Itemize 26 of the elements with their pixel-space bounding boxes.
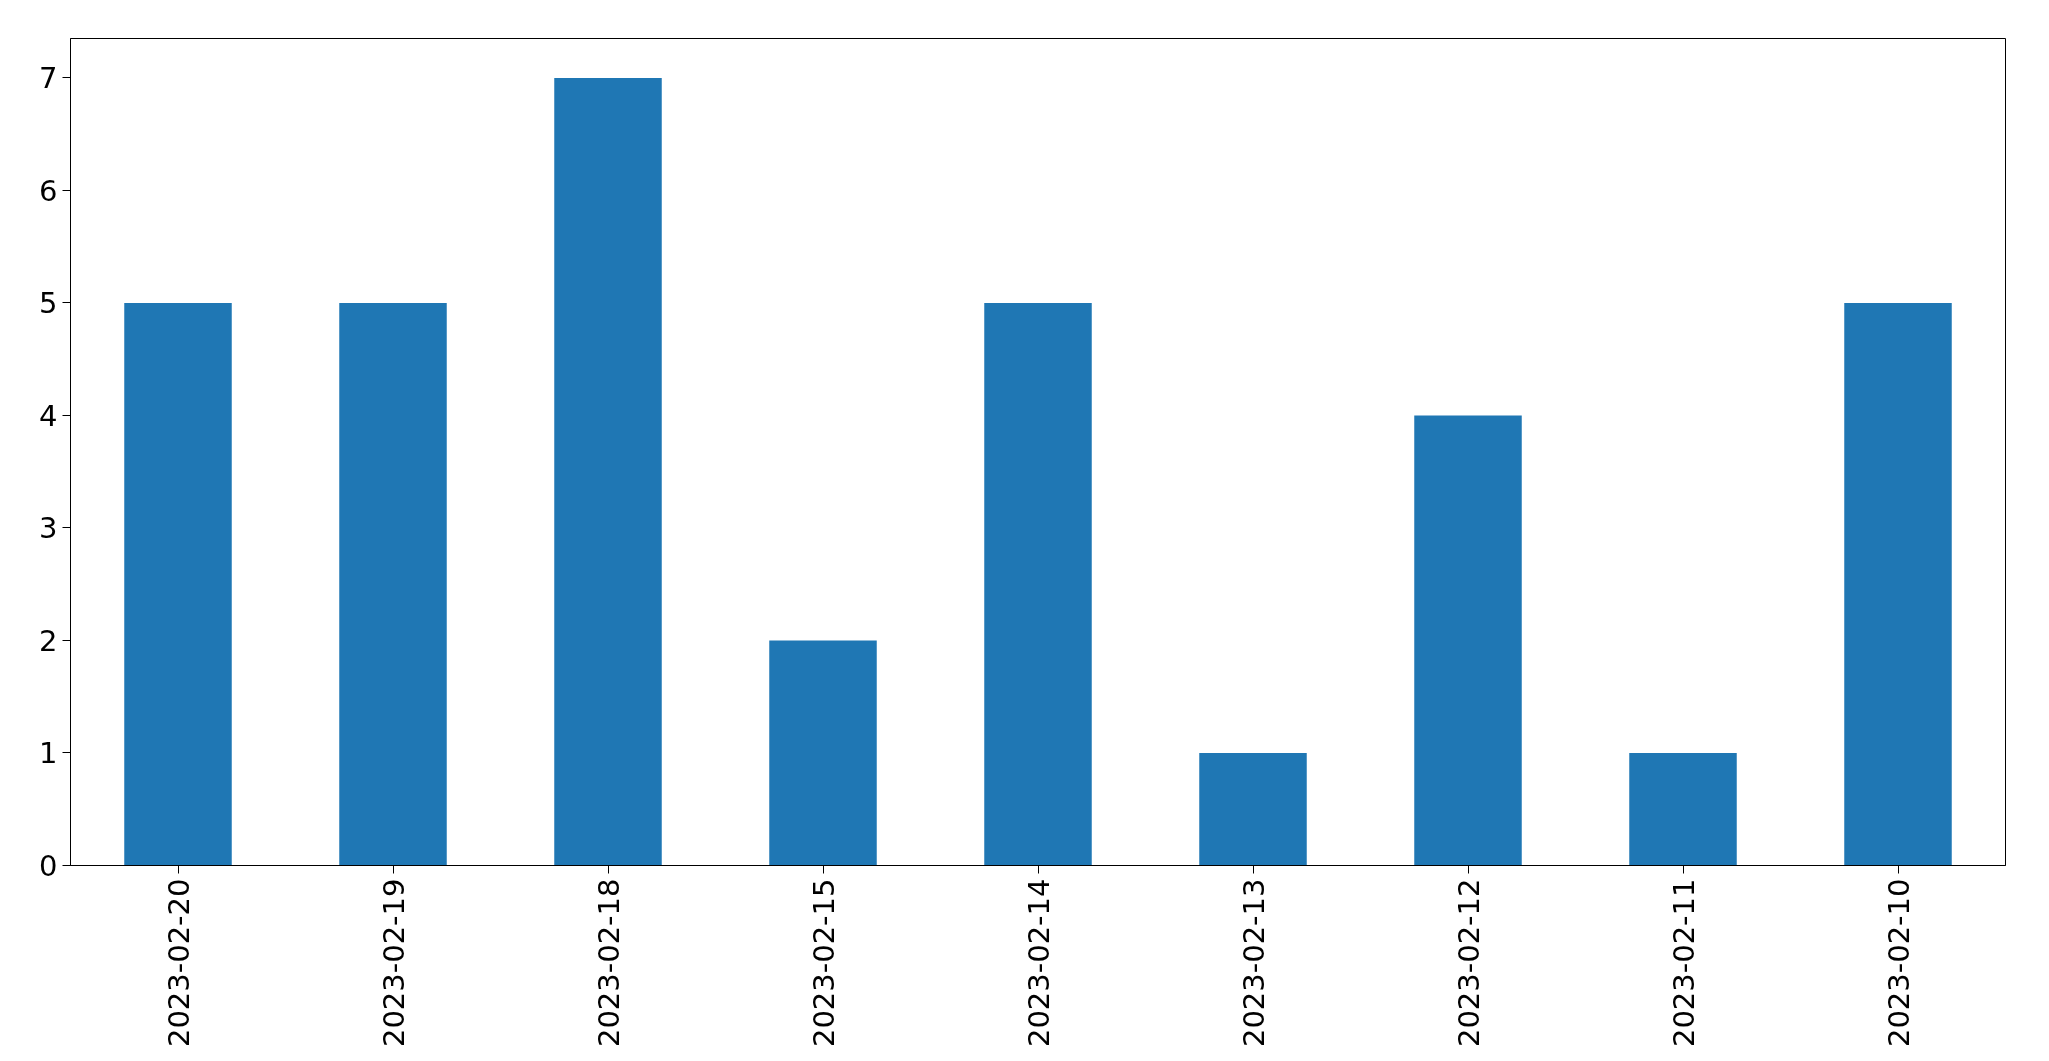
bar [1414, 415, 1522, 866]
x-tick-label: 2023-02-11 [1666, 878, 1701, 1048]
y-tick-label: 0 [39, 849, 58, 883]
bar [339, 302, 447, 866]
x-tick-label: 2023-02-15 [806, 878, 841, 1048]
y-tick-label: 7 [39, 61, 58, 96]
x-tick-label: 2023-02-13 [1236, 878, 1271, 1048]
x-tick-label: 2023-02-19 [376, 878, 411, 1048]
y-tick-label: 6 [39, 173, 58, 208]
y-tick-label: 1 [39, 736, 58, 771]
x-tick-label: 2023-02-14 [1021, 878, 1056, 1048]
bar [1629, 752, 1737, 866]
x-tick-label: 2023-02-10 [1881, 878, 1916, 1048]
bar [984, 302, 1092, 866]
y-tick-label: 4 [39, 398, 58, 433]
bar [769, 640, 877, 866]
bar [1199, 752, 1307, 866]
bar [554, 77, 662, 866]
bar [1844, 302, 1952, 866]
x-tick-label: 2023-02-20 [161, 878, 196, 1048]
x-tick-label: 2023-02-18 [591, 878, 626, 1048]
x-tick-label: 2023-02-12 [1451, 878, 1486, 1048]
y-tick-label: 3 [39, 511, 58, 546]
y-tick-label: 5 [39, 286, 58, 321]
bar [124, 302, 232, 866]
y-tick-label: 2 [39, 623, 58, 658]
